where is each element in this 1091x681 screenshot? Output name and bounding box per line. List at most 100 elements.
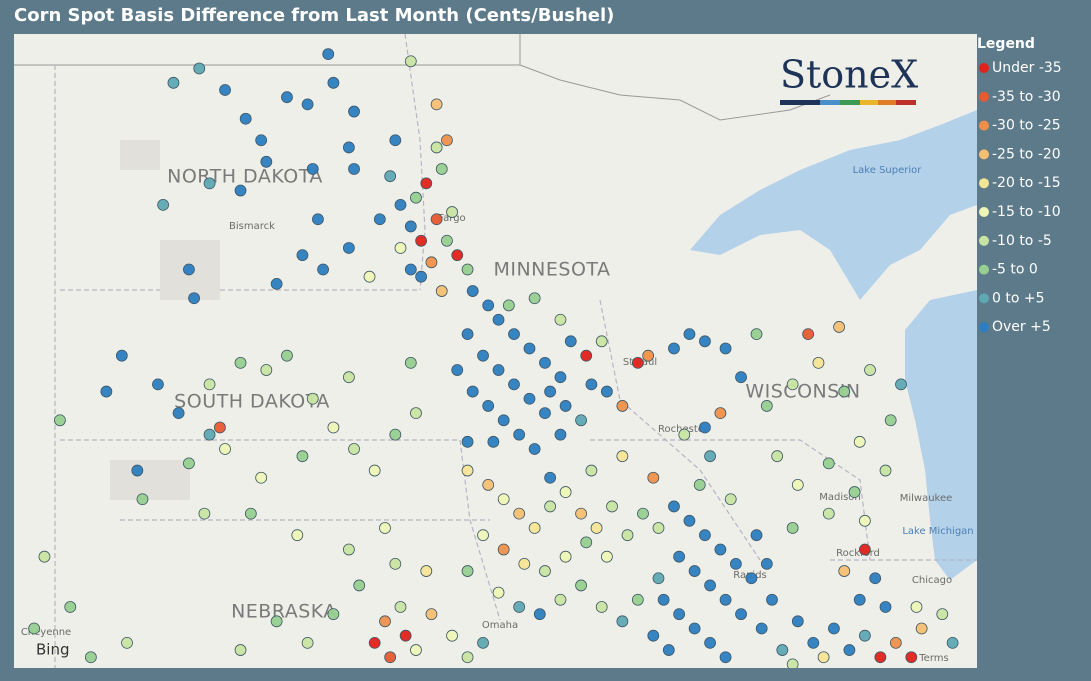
basis-point bbox=[616, 450, 629, 463]
basis-point bbox=[539, 565, 551, 577]
basis-point bbox=[544, 500, 557, 513]
basis-point bbox=[802, 328, 815, 341]
legend-swatch bbox=[979, 63, 989, 73]
basis-point bbox=[889, 636, 902, 649]
basis-point bbox=[750, 328, 763, 341]
basis-point bbox=[363, 270, 376, 283]
basis-point bbox=[281, 91, 293, 104]
basis-point bbox=[946, 636, 959, 649]
legend-swatch bbox=[979, 293, 989, 304]
basis-point bbox=[874, 651, 887, 664]
basis-point bbox=[729, 557, 742, 570]
basis-point bbox=[260, 364, 273, 376]
basis-point bbox=[513, 428, 526, 441]
basis-point bbox=[234, 644, 247, 656]
place-label: Cheyenne bbox=[21, 627, 71, 638]
basis-point bbox=[415, 234, 428, 247]
basis-point bbox=[394, 601, 407, 613]
basis-point bbox=[539, 407, 551, 420]
basis-point bbox=[394, 198, 407, 211]
basis-point bbox=[554, 313, 567, 326]
basis-point bbox=[183, 263, 195, 276]
basis-point bbox=[564, 335, 577, 348]
basis-point bbox=[528, 522, 541, 534]
basis-point bbox=[858, 629, 871, 642]
basis-point bbox=[719, 342, 732, 355]
basis-point bbox=[404, 55, 417, 68]
basis-point bbox=[420, 565, 433, 577]
basis-point bbox=[539, 356, 551, 369]
basis-point bbox=[389, 428, 402, 441]
basis-point bbox=[786, 658, 799, 668]
basis-point bbox=[838, 385, 851, 398]
basis-point bbox=[915, 622, 928, 635]
basis-point bbox=[84, 651, 97, 664]
basis-point bbox=[203, 177, 216, 190]
basis-point bbox=[750, 529, 763, 542]
map[interactable]: NORTH DAKOTA MINNESOTA SOUTH DAKOTA WISCONS… bbox=[14, 34, 977, 670]
basis-point bbox=[296, 249, 309, 262]
basis-point bbox=[270, 277, 283, 290]
basis-point bbox=[404, 220, 417, 233]
basis-point bbox=[735, 608, 747, 621]
place-label: Lake Michigan bbox=[902, 526, 973, 537]
basis-point bbox=[554, 428, 567, 441]
basis-point bbox=[54, 414, 66, 427]
basis-point bbox=[559, 400, 572, 412]
basis-point bbox=[291, 529, 304, 542]
legend-label: 0 to +5 bbox=[992, 290, 1045, 306]
basis-point bbox=[327, 421, 340, 434]
basis-point bbox=[461, 651, 474, 664]
basis-point bbox=[673, 550, 686, 563]
basis-point bbox=[121, 636, 133, 649]
basis-point bbox=[384, 651, 397, 664]
basis-point bbox=[389, 134, 402, 147]
basis-point bbox=[544, 385, 557, 398]
basis-point bbox=[704, 636, 716, 649]
basis-point bbox=[255, 134, 268, 147]
basis-point bbox=[533, 608, 546, 621]
basis-point bbox=[306, 392, 319, 405]
basis-point bbox=[461, 263, 474, 276]
basis-point bbox=[760, 557, 773, 570]
basis-point bbox=[342, 543, 355, 556]
basis-point bbox=[662, 644, 675, 656]
basis-point bbox=[735, 371, 747, 384]
basis-point bbox=[631, 356, 644, 369]
basis-point bbox=[678, 428, 691, 441]
basis-point bbox=[606, 500, 618, 513]
basis-point bbox=[430, 98, 443, 111]
basis-point bbox=[631, 593, 644, 606]
basis-point bbox=[833, 321, 845, 333]
basis-point bbox=[895, 378, 907, 391]
basis-point bbox=[379, 615, 391, 628]
logo-bar bbox=[896, 100, 916, 105]
basis-point bbox=[647, 629, 660, 642]
basis-point bbox=[791, 615, 804, 628]
basis-point bbox=[621, 529, 634, 542]
basis-point bbox=[580, 349, 593, 362]
place-label: Madison bbox=[819, 492, 861, 503]
place-label: Rockford bbox=[836, 548, 880, 559]
basis-point bbox=[936, 608, 949, 621]
basis-point bbox=[425, 256, 438, 269]
basis-point bbox=[368, 636, 381, 649]
state-label: WISCONSIN bbox=[745, 381, 860, 403]
basis-point bbox=[637, 507, 649, 520]
basis-point bbox=[296, 450, 309, 463]
state-label: NORTH DAKOTA bbox=[167, 166, 323, 188]
basis-point bbox=[28, 622, 41, 635]
logo-bar bbox=[860, 100, 878, 105]
basis-point bbox=[786, 378, 799, 391]
basis-point bbox=[152, 378, 164, 391]
basis-point bbox=[461, 565, 474, 577]
basis-point bbox=[193, 62, 206, 75]
basis-point bbox=[461, 435, 474, 448]
basis-point bbox=[477, 636, 489, 649]
basis-point bbox=[714, 543, 727, 556]
basis-point bbox=[858, 543, 871, 556]
map-base bbox=[14, 34, 977, 668]
basis-point bbox=[115, 349, 128, 362]
basis-point bbox=[884, 414, 897, 427]
